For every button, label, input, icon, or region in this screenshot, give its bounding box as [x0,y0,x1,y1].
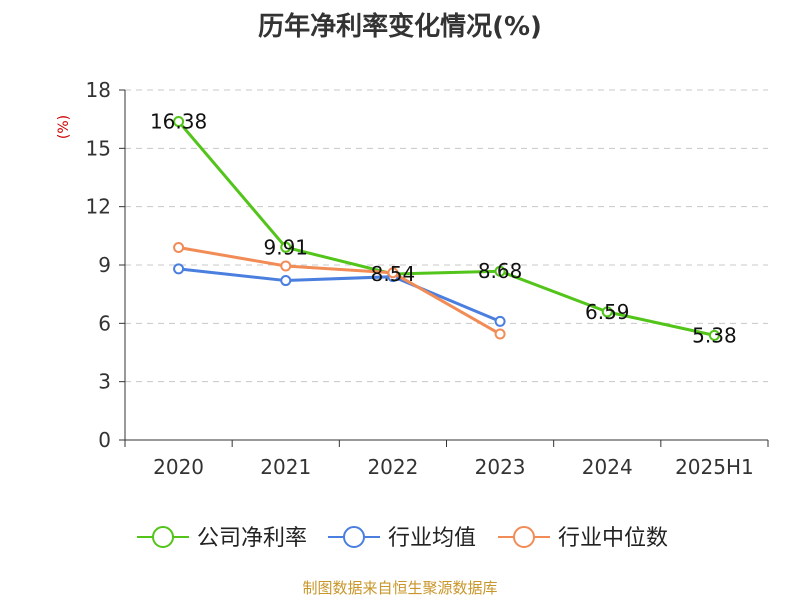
legend-item: 行业中位数 [498,526,668,551]
source-note: 制图数据来自恒生聚源数据库 [302,579,498,597]
legend-marker [343,526,365,548]
series-line [177,120,715,337]
chart-title: 历年净利率变化情况(%) [258,12,542,42]
axes: 0 3 6 9 12 15 18 2020 2021 2022 2023 2024 2025H1 [86,78,769,479]
data-point [280,275,292,287]
legend-item: 公司净利率 [137,526,307,551]
y-tick-label: 12 [86,195,111,219]
y-tick-label: 9 [98,253,111,277]
x-tick-label: 2023 [475,455,526,479]
legend-marker [513,526,535,548]
series-line [178,246,501,336]
series-layer [173,116,720,341]
data-label: 9.91 [263,235,308,259]
y-tick-label: 15 [86,136,111,160]
legend: 公司净利率 行业均值 行业中位数 [137,526,668,551]
data-point [173,116,185,127]
data-point [494,328,506,340]
y-tick-label: 3 [98,370,111,394]
data-point [387,267,399,279]
data-point [494,265,506,277]
data-label: 8.68 [478,259,523,283]
x-tick-label: 2021 [260,455,311,479]
y-axis-unit-label: (%) [56,115,72,139]
legend-label: 公司净利率 [197,526,307,551]
data-point [173,242,185,253]
series-0 [173,116,720,341]
data-point [601,306,613,318]
y-tick-label: 18 [86,78,111,102]
data-point [280,241,292,253]
data-point [708,329,720,341]
legend-marker [152,526,174,548]
legend-item: 行业均值 [328,526,476,551]
legend-label: 行业中位数 [558,526,668,551]
data-point [494,315,506,327]
gridlines [125,89,768,383]
legend-label: 行业均值 [388,526,476,551]
x-tick-label: 2020 [153,455,204,479]
y-tick-label: 6 [98,311,111,335]
x-tick-label: 2025H1 [675,455,754,479]
data-label: 5.38 [692,323,737,347]
data-point [280,260,292,272]
data-label: 8.54 [371,262,416,286]
x-tick-label: 2024 [582,455,633,479]
data-labels: 16.38 9.91 8.54 8.68 6.59 5.38 [150,110,737,348]
data-label: 6.59 [585,300,630,324]
data-label: 16.38 [150,110,207,134]
series-2 [173,242,506,340]
y-tick-label: 0 [98,428,111,452]
series-line [178,267,501,323]
data-point [173,263,185,275]
x-tick-label: 2022 [367,455,418,479]
